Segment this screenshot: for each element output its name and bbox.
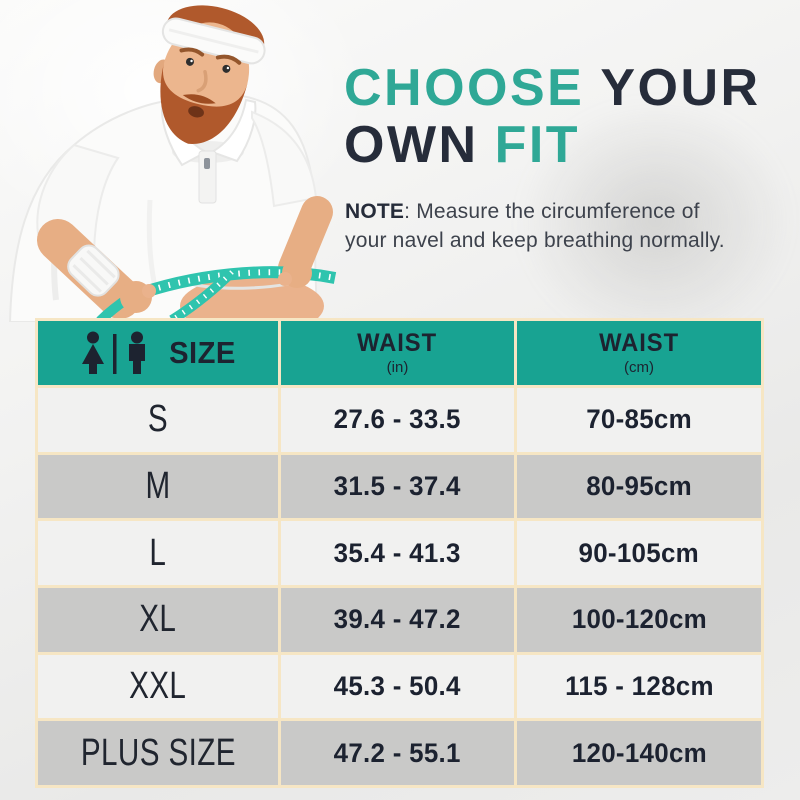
table-header-row: SIZE WAIST (in) WAIST (cm) (38, 321, 761, 385)
waist-in-value: 47.2 - 55.1 (333, 737, 462, 768)
cell-waist-cm: 100-120cm (517, 588, 761, 652)
waist-cm-value: 90-105cm (578, 537, 700, 568)
headline-word-your: YOUR (600, 59, 761, 117)
waist-in-title: WAIST (357, 329, 438, 357)
waist-cm-value: 80-95cm (586, 470, 692, 501)
eye-highlight (190, 59, 193, 63)
cell-size: M (38, 454, 278, 519)
waist-cm-value: 100-120cm (571, 604, 707, 635)
waist-in-value: 45.3 - 50.4 (333, 670, 462, 701)
size-value: XL (139, 598, 177, 641)
female-icon (82, 331, 105, 374)
icon-divider (113, 334, 117, 374)
size-column-header: SIZE (169, 335, 236, 370)
waist-in-value: 31.5 - 37.4 (333, 470, 462, 501)
waist-cm-value: 115 - 128cm (564, 670, 714, 701)
table-row-xl: XL 39.4 - 47.2 100-120cm (38, 588, 761, 652)
page-title: CHOOSE YOUR OWN FIT (344, 60, 761, 174)
cell-waist-in: 35.4 - 41.3 (281, 521, 514, 585)
waist-in-value: 39.4 - 47.2 (333, 604, 462, 635)
cell-waist-cm: 90-105cm (517, 521, 761, 585)
table-row-l: L 35.4 - 41.3 90-105cm (38, 521, 761, 585)
cell-size: PLUS SIZE (38, 721, 278, 785)
waist-cm-header-content: WAIST (cm) (597, 329, 681, 376)
note-label: NOTE (345, 200, 405, 223)
cell-size: S (38, 388, 278, 452)
cell-waist-cm: 115 - 128cm (517, 654, 761, 719)
table-row-plus-size: PLUS SIZE 47.2 - 55.1 120-140cm (38, 721, 761, 785)
zipper-pull (204, 158, 210, 169)
waist-in-unit: (in) (386, 359, 409, 376)
cell-waist-cm: 120-140cm (517, 721, 761, 785)
man-mustache (182, 94, 216, 104)
table-row-m: M 31.5 - 37.4 80-95cm (38, 454, 761, 519)
measuring-tape-end (169, 268, 236, 322)
polo-placket (198, 150, 217, 204)
waist-cm-title: WAIST (599, 329, 679, 357)
man-eye (222, 64, 231, 73)
man-sleeve-right (251, 110, 318, 208)
man-beard (160, 61, 248, 144)
cell-waist-cm: 80-95cm (517, 454, 761, 519)
man-eyebrow (179, 47, 205, 57)
size-value: S (147, 398, 169, 441)
headline-word-fit: FIT (494, 116, 581, 174)
cell-waist-in: 47.2 - 55.1 (281, 721, 514, 785)
man-nose (196, 70, 208, 93)
man-eye (185, 57, 194, 66)
man-eyebrow (215, 54, 242, 65)
waist-in-value: 35.4 - 41.3 (333, 537, 462, 568)
header-cell-size: SIZE (38, 321, 278, 385)
size-value: XXL (129, 664, 187, 707)
table-row-xxl: XXL 45.3 - 50.4 115 - 128cm (38, 654, 761, 719)
cell-waist-in: 31.5 - 37.4 (281, 454, 514, 519)
cell-size: L (38, 521, 278, 585)
headline-line-1: CHOOSE YOUR (344, 60, 761, 117)
headline-line-2: OWN FIT (344, 117, 761, 174)
measurement-note: NOTE: Measure the circumference of your … (345, 197, 747, 256)
man-wristband (67, 244, 120, 297)
size-chart-table: SIZE WAIST (in) WAIST (cm) S 27.6 - 33.5… (35, 318, 764, 788)
wristband-ribs (72, 249, 116, 293)
waist-in-value: 27.6 - 33.5 (333, 404, 462, 435)
cell-size: XXL (38, 654, 278, 719)
headband-texture (168, 28, 259, 54)
man-thumb-right (278, 272, 292, 286)
headline-word-own: OWN (344, 116, 479, 174)
cell-waist-in: 27.6 - 33.5 (281, 388, 514, 452)
cell-size: XL (38, 588, 278, 652)
man-measuring-waist-photo (8, 5, 337, 322)
man-head (153, 5, 266, 144)
headline-word-choose: CHOOSE (344, 59, 585, 117)
header-cell-waist-in: WAIST (in) (281, 321, 514, 385)
note-separator: : (404, 200, 417, 223)
size-value: PLUS SIZE (80, 731, 236, 774)
waist-cm-value: 120-140cm (571, 737, 707, 768)
man-mouth (188, 106, 204, 118)
cell-waist-in: 39.4 - 47.2 (281, 588, 514, 652)
size-value: M (145, 464, 171, 507)
gender-icons (82, 331, 146, 374)
man-thumb-left (142, 284, 156, 298)
size-header-content: SIZE (78, 331, 238, 375)
male-icon (129, 331, 146, 374)
waist-cm-value: 70-85cm (586, 404, 692, 435)
table-row-s: S 27.6 - 33.5 70-85cm (38, 388, 761, 452)
waist-cm-unit: (cm) (623, 359, 654, 376)
cell-waist-in: 45.3 - 50.4 (281, 654, 514, 719)
cell-waist-cm: 70-85cm (517, 388, 761, 452)
eye-highlight (226, 66, 230, 70)
header-cell-waist-cm: WAIST (cm) (517, 321, 761, 385)
size-value: L (149, 531, 167, 574)
waist-in-header-content: WAIST (in) (355, 329, 439, 376)
note-body: Measure the circumference of your navel … (345, 200, 725, 253)
